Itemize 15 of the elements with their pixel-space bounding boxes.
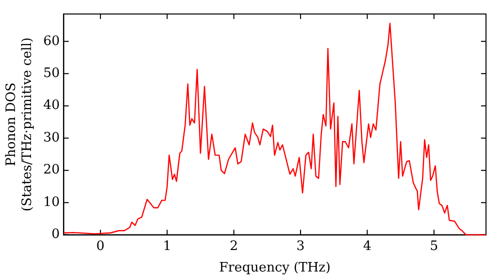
y-tick-label: 10 xyxy=(43,194,60,210)
y-tick-label: 0 xyxy=(51,227,60,242)
x-axis-title: Frequency (THz) xyxy=(219,260,331,276)
x-tick-label: 5 xyxy=(430,238,438,254)
x-tick-label: 2 xyxy=(230,238,238,254)
y-tick-label: 30 xyxy=(43,130,60,146)
x-tick-label: 4 xyxy=(363,238,372,254)
y-axis-title: Phonon DOS (States/THz·primitive cell) xyxy=(4,37,35,212)
y-tick-label: 40 xyxy=(43,98,60,114)
y-tick-label: 60 xyxy=(43,34,60,49)
x-tick-label: 0 xyxy=(96,238,105,254)
y-tick-label: 20 xyxy=(43,162,60,178)
x-tick-label: 3 xyxy=(296,238,305,254)
y-tick-label: 50 xyxy=(43,66,60,82)
x-tick-label: 1 xyxy=(163,238,172,254)
